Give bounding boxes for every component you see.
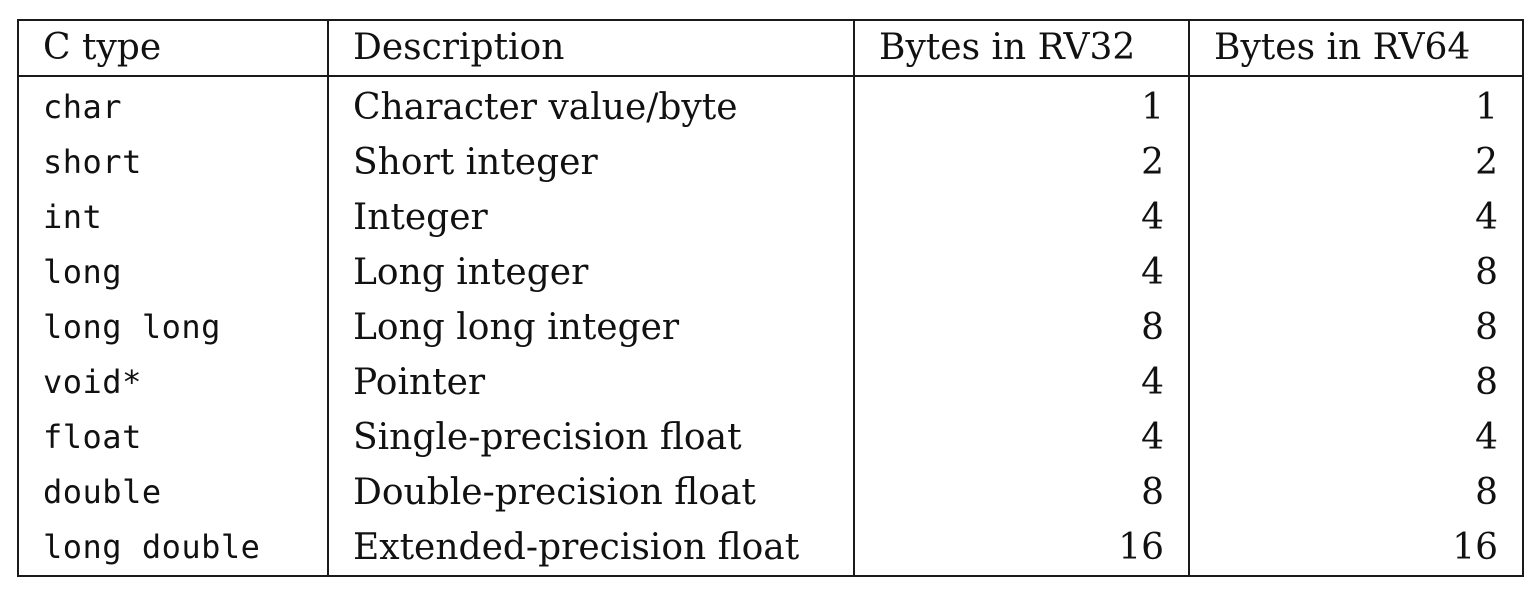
table-row: long long Long long integer 8 8	[17, 300, 1524, 355]
cell-ctype: char	[17, 76, 329, 135]
cell-rv32: 1	[853, 76, 1190, 135]
ctype-size-table: C type Description Bytes in RV32 Bytes i…	[17, 19, 1524, 577]
table-row: void* Pointer 4 8	[17, 355, 1524, 410]
cell-description: Integer	[327, 190, 855, 245]
cell-description: Double-precision float	[327, 465, 855, 520]
cell-description: Character value/byte	[327, 76, 855, 135]
cell-rv64: 1	[1188, 76, 1524, 135]
cell-description: Pointer	[327, 355, 855, 410]
cell-ctype: void*	[17, 355, 329, 410]
table-row: double Double-precision float 8 8	[17, 465, 1524, 520]
cell-rv64: 4	[1188, 410, 1524, 465]
cell-rv64: 16	[1188, 520, 1524, 577]
header-ctype: C type	[17, 19, 329, 77]
cell-description: Short integer	[327, 135, 855, 190]
cell-ctype: long double	[17, 520, 329, 577]
cell-rv64: 8	[1188, 245, 1524, 300]
cell-ctype: long	[17, 245, 329, 300]
cell-rv64: 2	[1188, 135, 1524, 190]
cell-rv32: 8	[853, 465, 1190, 520]
cell-rv64: 8	[1188, 355, 1524, 410]
table-row: long Long integer 4 8	[17, 245, 1524, 300]
ctype-size-table-container: C type Description Bytes in RV32 Bytes i…	[17, 19, 1524, 579]
cell-rv32: 2	[853, 135, 1190, 190]
header-bytes-rv32: Bytes in RV32	[853, 19, 1190, 77]
cell-rv32: 4	[853, 190, 1190, 245]
table-row: float Single-precision float 4 4	[17, 410, 1524, 465]
cell-rv64: 8	[1188, 465, 1524, 520]
cell-rv32: 16	[853, 520, 1190, 577]
cell-ctype: int	[17, 190, 329, 245]
table-row: char Character value/byte 1 1	[17, 76, 1524, 135]
table-row: long double Extended-precision float 16 …	[17, 520, 1524, 577]
cell-ctype: short	[17, 135, 329, 190]
cell-rv32: 4	[853, 410, 1190, 465]
cell-ctype: float	[17, 410, 329, 465]
cell-description: Long integer	[327, 245, 855, 300]
header-bytes-rv64: Bytes in RV64	[1188, 19, 1524, 77]
table-row: short Short integer 2 2	[17, 135, 1524, 190]
cell-description: Long long integer	[327, 300, 855, 355]
cell-rv32: 4	[853, 245, 1190, 300]
cell-ctype: long long	[17, 300, 329, 355]
table-header-row: C type Description Bytes in RV32 Bytes i…	[17, 19, 1524, 77]
cell-rv64: 4	[1188, 190, 1524, 245]
cell-rv32: 4	[853, 355, 1190, 410]
cell-description: Extended-precision float	[327, 520, 855, 577]
cell-description: Single-precision float	[327, 410, 855, 465]
table-row: int Integer 4 4	[17, 190, 1524, 245]
header-description: Description	[327, 19, 855, 77]
cell-rv32: 8	[853, 300, 1190, 355]
cell-ctype: double	[17, 465, 329, 520]
cell-rv64: 8	[1188, 300, 1524, 355]
